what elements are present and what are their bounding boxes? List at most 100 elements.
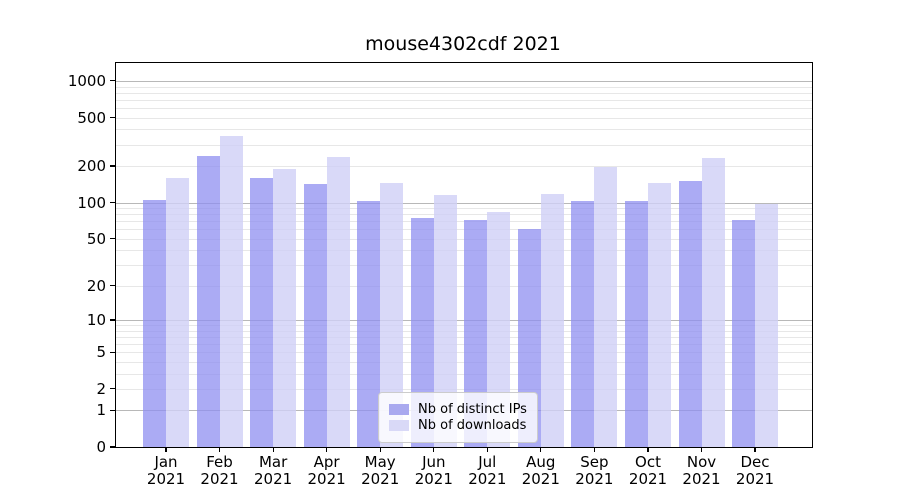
x-axis-tick-label: Oct 2021 <box>613 454 683 488</box>
x-axis-tick-label: May 2021 <box>345 454 415 488</box>
y-gridline-minor <box>116 330 812 332</box>
bar-distinct-ips <box>571 201 595 447</box>
bar-distinct-ips <box>678 180 702 447</box>
y-gridline-minor <box>116 129 812 131</box>
bar-downloads <box>487 211 511 447</box>
x-tick-year: 2021 <box>628 470 668 488</box>
y-gridline-minor <box>116 388 812 390</box>
y-axis-tick-label: 20 <box>86 276 106 295</box>
x-axis-tick <box>326 447 328 452</box>
bar-distinct-ips <box>250 178 274 447</box>
x-tick-month: Jun <box>422 453 446 471</box>
y-gridline-minor <box>116 336 812 338</box>
y-axis-tick-label: 10 <box>86 311 106 329</box>
y-axis-tick-label: 50 <box>86 229 106 248</box>
y-axis-tick <box>109 409 115 411</box>
x-axis-tick <box>754 447 756 452</box>
y-gridline-minor <box>116 108 812 109</box>
x-tick-year: 2021 <box>200 470 239 488</box>
y-gridline-minor <box>116 214 812 216</box>
x-axis-tick <box>540 447 542 452</box>
bar-distinct-ips <box>625 200 648 447</box>
y-gridline-minor <box>116 343 812 345</box>
x-axis-tick <box>700 447 703 452</box>
x-tick-year: 2021 <box>254 470 293 488</box>
x-tick-year: 2021 <box>521 470 560 488</box>
x-axis-tick-label: Jan 2021 <box>131 454 201 488</box>
y-axis-tick <box>109 319 115 321</box>
y-axis-tick <box>109 446 115 448</box>
bar-downloads <box>380 183 404 447</box>
y-axis-tick-label: 1000 <box>67 71 106 90</box>
y-axis-tick-label: 5 <box>96 343 106 362</box>
y-axis-tick-label: 2 <box>96 379 106 398</box>
y-gridline-minor <box>116 229 812 231</box>
plot-area: 0 1 2 5 10 20 50 100 200 500 1000 Jan 2021 Feb 2021 Mar… <box>68 62 813 488</box>
y-axis-tick <box>109 238 115 240</box>
y-axis-tick-label: 500 <box>77 108 106 127</box>
x-tick-month: Nov <box>686 453 717 471</box>
bar-distinct-ips <box>357 201 381 447</box>
y-gridline-minor <box>116 166 812 167</box>
y-gridline-minor <box>116 144 812 146</box>
bar-downloads <box>755 204 778 447</box>
y-axis-tick-label: 100 <box>77 193 106 212</box>
y-gridline-minor <box>116 373 812 375</box>
x-axis-tick-label: Jul 2021 <box>452 454 522 488</box>
bar-downloads <box>433 194 457 447</box>
legend-swatch-downloads <box>389 420 409 431</box>
y-gridline-minor <box>116 221 812 223</box>
y-gridline-minor <box>116 265 812 267</box>
x-axis-tick-label: Feb 2021 <box>185 454 255 488</box>
x-tick-month: Apr <box>313 453 340 471</box>
y-gridline-minor <box>116 238 812 240</box>
x-axis-tick <box>219 447 221 452</box>
x-tick-year: 2021 <box>414 470 453 488</box>
y-axis-tick <box>109 388 115 390</box>
x-tick-month: Jan <box>154 453 178 471</box>
chart-title: mouse4302cdf 2021 <box>365 33 561 55</box>
bar-downloads <box>540 194 564 447</box>
y-gridline-minor <box>116 117 812 119</box>
x-tick-month: Oct <box>635 453 661 471</box>
bar-downloads <box>326 157 350 447</box>
bar-downloads <box>219 136 243 447</box>
x-tick-month: Jul <box>478 453 497 471</box>
x-tick-month: Feb <box>206 453 233 471</box>
x-axis-tick-label: Aug 2021 <box>506 454 576 488</box>
x-tick-year: 2021 <box>468 470 507 488</box>
legend-label-downloads: Nb of downloads <box>418 418 527 433</box>
x-tick-year: 2021 <box>361 470 400 488</box>
y-gridline-minor <box>116 352 812 354</box>
x-tick-month: May <box>364 453 396 471</box>
bar-downloads <box>273 168 297 447</box>
y-gridline-minor <box>116 99 812 101</box>
x-axis-tick-label: Sep 2021 <box>559 454 629 488</box>
x-axis-tick <box>379 447 381 452</box>
x-tick-month: Sep <box>580 453 609 471</box>
y-gridline-minor <box>116 250 812 252</box>
y-gridline-major <box>116 320 812 321</box>
y-gridline-minor <box>116 208 812 209</box>
x-tick-year: 2021 <box>146 470 186 488</box>
y-axis-tick <box>109 285 115 287</box>
x-tick-month: Aug <box>526 453 556 471</box>
bar-distinct-ips <box>196 156 220 447</box>
legend-item-distinct-ips: Nb of distinct IPs <box>389 402 527 417</box>
x-tick-month: Mar <box>258 453 288 471</box>
bar-downloads <box>166 177 189 447</box>
y-gridline-minor <box>116 325 812 326</box>
x-tick-year: 2021 <box>735 470 775 488</box>
x-axis-tick <box>647 447 649 452</box>
y-gridline-minor <box>116 361 812 363</box>
bar-distinct-ips <box>464 219 488 447</box>
x-axis-tick <box>165 447 167 452</box>
x-tick-year: 2021 <box>682 470 721 488</box>
legend-swatch-distinct-ips <box>389 403 409 415</box>
y-gridline-major <box>116 80 812 82</box>
bar-downloads <box>648 183 671 447</box>
x-axis-tick <box>593 447 595 452</box>
bar-distinct-ips <box>303 184 327 447</box>
x-tick-month: Dec <box>740 453 770 471</box>
